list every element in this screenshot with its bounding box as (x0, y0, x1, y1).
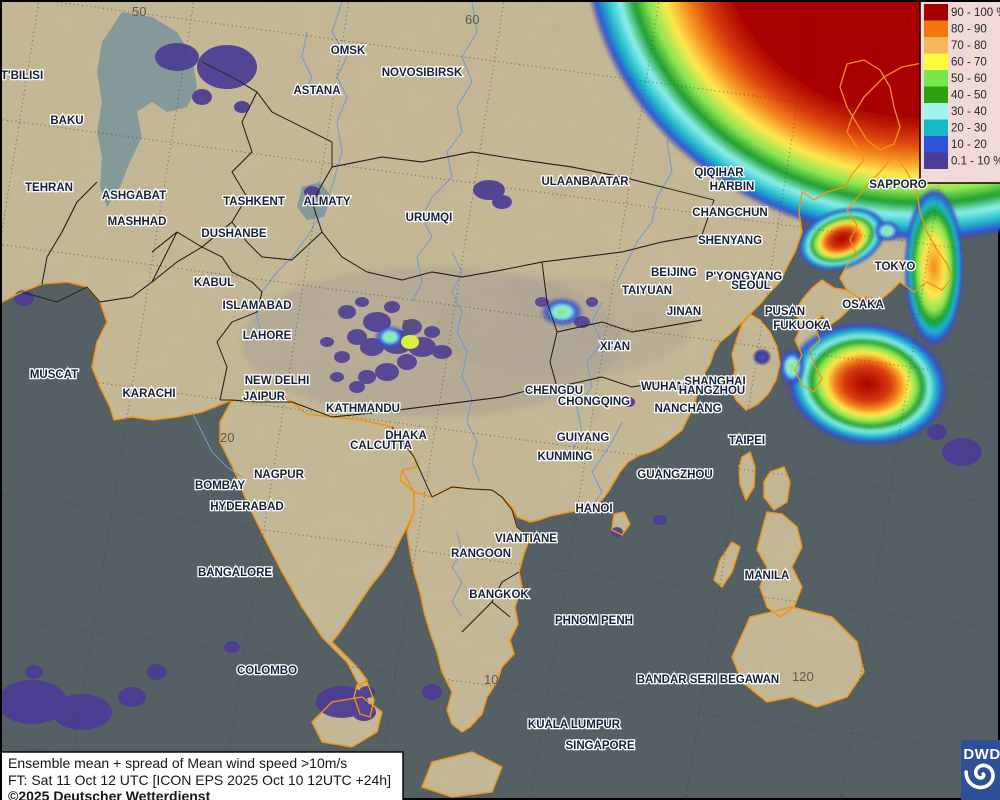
svg-text:TOKYO: TOKYO (875, 261, 916, 273)
svg-text:DUSHANBE: DUSHANBE (201, 228, 267, 240)
svg-text:JINAN: JINAN (667, 306, 702, 318)
svg-text:TAIYUAN: TAIYUAN (622, 285, 672, 297)
svg-text:FT: Sat 11 Oct 12 UTC [ICON EP: FT: Sat 11 Oct 12 UTC [ICON EPS 2025 Oct… (8, 772, 391, 788)
svg-text:BOMBAY: BOMBAY (195, 480, 245, 492)
svg-text:CHONGQING: CHONGQING (558, 396, 630, 408)
svg-text:SINGAPORE: SINGAPORE (565, 740, 634, 752)
svg-text:60: 60 (465, 12, 479, 27)
svg-text:MASHHAD: MASHHAD (108, 216, 167, 228)
svg-text:60: 60 (24, 468, 38, 483)
svg-text:GUIYANG: GUIYANG (557, 432, 610, 444)
svg-text:FUKUOKA: FUKUOKA (773, 320, 831, 332)
svg-text:BANDAR SERI BEGAWAN: BANDAR SERI BEGAWAN (637, 674, 779, 686)
svg-text:BANGKOK: BANGKOK (469, 589, 529, 601)
svg-text:QIQIHAR: QIQIHAR (694, 167, 744, 179)
svg-text:SHENYANG: SHENYANG (698, 235, 762, 247)
svg-text:KARACHI: KARACHI (122, 388, 175, 400)
svg-text:COLOMBO: COLOMBO (237, 665, 297, 677)
svg-text:HANGZHOU: HANGZHOU (679, 385, 745, 397)
svg-text:10: 10 (132, 584, 146, 599)
svg-text:60 - 70: 60 - 70 (951, 57, 987, 69)
svg-text:ALMATY: ALMATY (303, 196, 350, 208)
svg-text:URUMQI: URUMQI (406, 212, 453, 224)
svg-text:0: 0 (198, 686, 205, 701)
svg-text:ISLAMABAD: ISLAMABAD (223, 300, 292, 312)
svg-text:KATHMANDU: KATHMANDU (326, 403, 400, 415)
svg-text:20 - 30: 20 - 30 (951, 123, 987, 135)
svg-text:PHNOM PENH: PHNOM PENH (555, 615, 633, 627)
svg-text:20: 20 (220, 430, 234, 445)
svg-text:TEHRAN: TEHRAN (25, 182, 73, 194)
svg-text:OMSK: OMSK (331, 45, 366, 57)
svg-text:LAHORE: LAHORE (243, 330, 292, 342)
svg-text:CHANGCHUN: CHANGCHUN (692, 207, 767, 219)
svg-text:30: 30 (402, 317, 416, 332)
svg-text:DWD: DWD (963, 746, 1000, 763)
svg-text:SAPPORO: SAPPORO (869, 179, 927, 191)
svg-text:100: 100 (484, 672, 506, 687)
svg-text:NAGPUR: NAGPUR (254, 469, 305, 481)
svg-text:VIANTIANE: VIANTIANE (495, 533, 557, 545)
svg-text:KABUL: KABUL (194, 277, 234, 289)
svg-text:70 - 80: 70 - 80 (951, 40, 987, 52)
svg-text:NOVOSIBIRSK: NOVOSIBIRSK (382, 67, 463, 79)
svg-text:HYDERABAD: HYDERABAD (210, 501, 283, 513)
svg-text:10 - 20: 10 - 20 (951, 139, 987, 151)
svg-text:JAIPUR: JAIPUR (243, 391, 286, 403)
svg-text:KUNMING: KUNMING (538, 451, 593, 463)
svg-text:80 - 90: 80 - 90 (951, 24, 987, 36)
svg-text:HANOI: HANOI (575, 503, 612, 515)
svg-text:NANCHANG: NANCHANG (654, 403, 721, 415)
svg-text:TAIPEI: TAIPEI (729, 435, 765, 447)
svg-text:SEOUL: SEOUL (731, 280, 771, 292)
svg-text:T'BILISI: T'BILISI (2, 70, 43, 82)
svg-text:CALCUTTA: CALCUTTA (350, 440, 412, 452)
svg-text:90 - 100 %: 90 - 100 % (951, 7, 1000, 19)
svg-text:RANGOON: RANGOON (451, 548, 511, 560)
svg-text:MANILA: MANILA (745, 570, 790, 582)
svg-text:0.1 - 10 %: 0.1 - 10 % (951, 156, 1000, 168)
svg-text:OSAKA: OSAKA (842, 299, 884, 311)
svg-text:140: 140 (955, 391, 977, 406)
svg-text:BANGALORE: BANGALORE (198, 567, 272, 579)
svg-text:50: 50 (132, 4, 146, 19)
svg-text:Ensemble mean + spread of Mean: Ensemble mean + spread of Mean wind spee… (8, 755, 347, 771)
svg-text:BEIJING: BEIJING (651, 267, 697, 279)
svg-text:BAKU: BAKU (50, 115, 83, 127)
svg-text:120: 120 (792, 669, 814, 684)
svg-text:PUSAN: PUSAN (765, 306, 805, 318)
svg-text:KUALA LUMPUR: KUALA LUMPUR (528, 719, 621, 731)
svg-text:XI'AN: XI'AN (600, 341, 630, 353)
svg-text:©2025 Deutscher Wetterdienst: ©2025 Deutscher Wetterdienst (8, 788, 211, 800)
svg-text:ASTANA: ASTANA (293, 85, 340, 97)
svg-text:ASHGABAT: ASHGABAT (102, 190, 166, 202)
svg-text:50 - 60: 50 - 60 (951, 73, 987, 85)
svg-text:ULAANBAATAR: ULAANBAATAR (541, 176, 629, 188)
svg-text:MUSCAT: MUSCAT (30, 369, 78, 381)
svg-text:GUANGZHOU: GUANGZHOU (637, 469, 712, 481)
svg-text:TASHKENT: TASHKENT (223, 196, 285, 208)
svg-text:30 - 40: 30 - 40 (951, 106, 987, 118)
svg-text:40 - 50: 40 - 50 (951, 90, 987, 102)
svg-text:HARBIN: HARBIN (710, 181, 755, 193)
svg-text:NEW DELHI: NEW DELHI (245, 375, 310, 387)
